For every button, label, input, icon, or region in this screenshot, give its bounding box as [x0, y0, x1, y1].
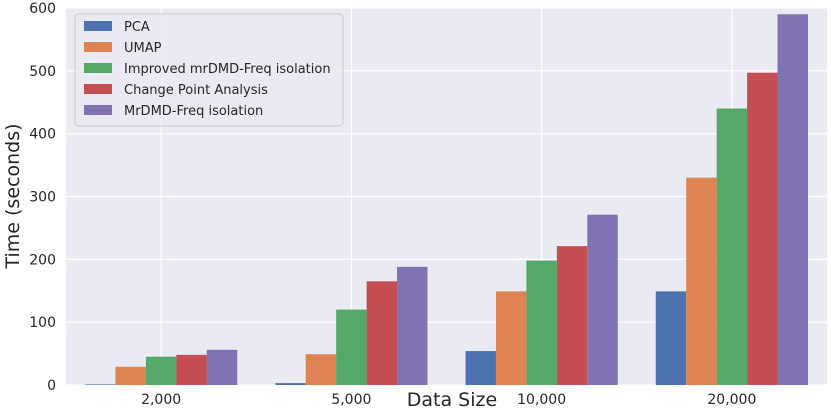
- x-tick-label: 10,000: [517, 392, 566, 408]
- x-tick-label: 5,000: [331, 392, 371, 408]
- y-tick-label: 0: [47, 378, 56, 394]
- legend-swatch: [84, 42, 112, 52]
- legend-entry: UMAP: [124, 41, 162, 56]
- y-tick-label: 500: [29, 64, 56, 80]
- bar-improved-mrdmd-freq-isolation-20000: [716, 108, 748, 386]
- legend-swatch: [84, 105, 112, 115]
- bar-umap-10000: [495, 291, 527, 385]
- bar-mrdmd-freq-isolation-5000: [397, 266, 428, 385]
- bar-umap-5000: [305, 354, 337, 385]
- x-axis-label: Data Size: [407, 389, 497, 410]
- x-tick-labels: 2,000 5,000 10,000 20,000: [141, 392, 756, 408]
- y-tick-label: 600: [29, 1, 56, 17]
- bar-improved-mrdmd-freq-isolation-2000: [145, 356, 177, 385]
- bar-umap-20000: [686, 177, 717, 385]
- bar-improved-mrdmd-freq-isolation-10000: [526, 260, 557, 385]
- y-tick-labels: 0 100 200 300 400 500 600: [29, 1, 56, 394]
- legend-entry: PCA: [124, 20, 150, 35]
- bar-mrdmd-freq-isolation-20000: [777, 14, 808, 386]
- bar-improved-mrdmd-freq-isolation-5000: [336, 309, 367, 385]
- legend-frame: [74, 13, 344, 127]
- legend-swatch: [84, 21, 112, 31]
- legend-entry: Change Point Analysis: [124, 83, 268, 98]
- y-tick-label: 200: [29, 252, 56, 268]
- y-axis-label: Time (seconds): [2, 123, 24, 269]
- legend-swatch: [84, 84, 112, 94]
- bar-change-point-analysis-10000: [556, 246, 588, 385]
- bar-pca-10000: [465, 351, 496, 385]
- bar-pca-5000: [275, 383, 306, 385]
- bar-mrdmd-freq-isolation-2000: [206, 349, 238, 385]
- bar-umap-2000: [115, 366, 146, 385]
- bar-pca-20000: [655, 291, 687, 385]
- bar-change-point-analysis-20000: [747, 72, 778, 386]
- legend: PCA UMAP Improved mrDMD-Freq isolation Chan…: [74, 13, 344, 127]
- y-tick-label: 300: [29, 190, 56, 206]
- legend-entry: Improved mrDMD-Freq isolation: [124, 62, 331, 77]
- legend-swatch: [84, 63, 112, 73]
- bar-change-point-analysis-2000: [176, 354, 207, 385]
- x-tick-label: 20,000: [707, 392, 756, 408]
- legend-entry: MrDMD-Freq isolation: [124, 104, 263, 119]
- bar-pca-2000: [85, 384, 116, 385]
- bar-change-point-analysis-5000: [366, 281, 398, 385]
- bars: [85, 14, 808, 386]
- bar-mrdmd-freq-isolation-10000: [587, 214, 618, 385]
- x-tick-label: 2,000: [141, 392, 181, 408]
- y-tick-label: 100: [29, 315, 56, 331]
- y-tick-label: 400: [29, 127, 56, 143]
